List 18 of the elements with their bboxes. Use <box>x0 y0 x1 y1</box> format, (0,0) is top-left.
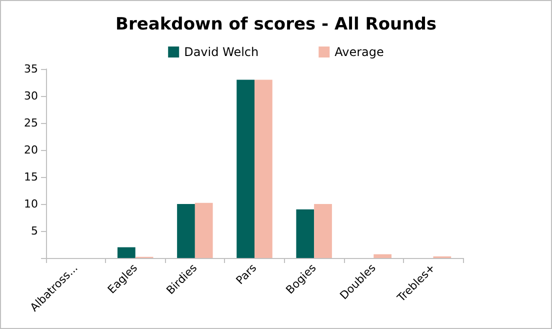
legend-label: David Welch <box>184 45 259 59</box>
y-tick-label: 35 <box>24 62 38 76</box>
bar <box>314 204 332 258</box>
y-tick-label: 30 <box>24 90 38 102</box>
bar <box>177 204 195 258</box>
bar <box>194 202 213 258</box>
bar <box>236 80 254 258</box>
y-tick-label: 10 <box>24 198 38 210</box>
y-tick-label: 15 <box>24 170 38 184</box>
legend-label: Average <box>334 45 384 59</box>
y-tick-label: 20 <box>24 144 38 156</box>
bar <box>117 247 136 258</box>
chart-title: Breakdown of scores - All Rounds <box>115 14 437 34</box>
bar <box>254 80 272 258</box>
y-tick-label: 5 <box>31 224 38 238</box>
bar <box>296 209 314 258</box>
y-tick-label: 25 <box>24 116 38 130</box>
bar <box>374 254 392 258</box>
